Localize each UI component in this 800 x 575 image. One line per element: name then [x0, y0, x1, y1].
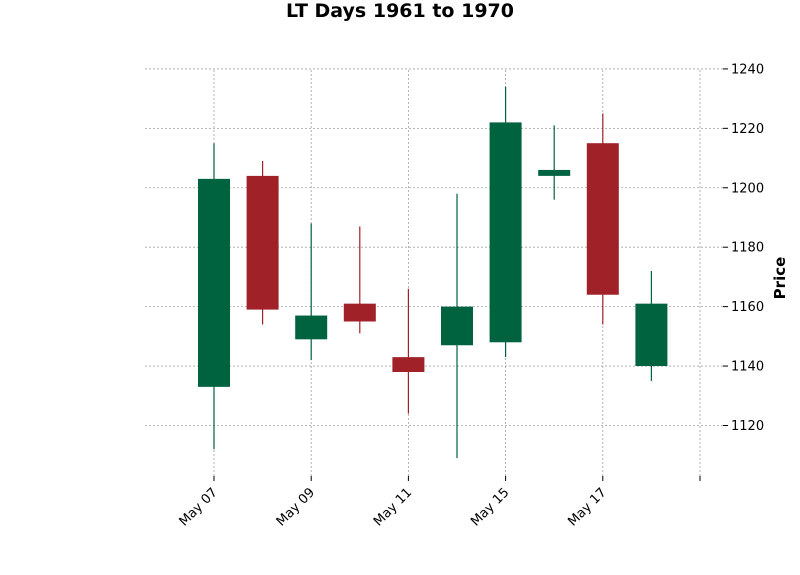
candle-down — [392, 288, 425, 414]
candle-body — [538, 169, 571, 176]
y-tick-label: 1220 — [731, 122, 764, 137]
candle-up — [441, 193, 473, 459]
candle-down — [246, 161, 279, 325]
y-tick-label: 1140 — [731, 360, 764, 375]
x-tick-label: May 11 — [371, 485, 415, 529]
candle-body — [198, 178, 230, 387]
y-tick-label: 1180 — [731, 241, 764, 256]
x-tick-label: May 07 — [177, 485, 221, 529]
y-tick-label: 1120 — [731, 419, 764, 434]
candle-up — [198, 143, 230, 450]
chart-title: LT Days 1961 to 1970 — [286, 0, 514, 22]
candle-down — [586, 113, 619, 325]
candle-body — [635, 303, 668, 367]
candle-up — [538, 125, 571, 200]
candle-body — [295, 315, 328, 340]
y-tick-label: 1240 — [731, 62, 764, 77]
y-axis-label: Price — [771, 257, 789, 300]
candles — [198, 86, 668, 459]
candle-down — [343, 226, 376, 334]
x-tick-label: May 09 — [274, 485, 318, 529]
x-tick-label: May 15 — [468, 485, 512, 529]
y-tick-label: 1200 — [731, 181, 764, 196]
y-axis: 1120 1140 1160 1180 1200 1220 1240 — [723, 62, 764, 434]
candle-body — [441, 306, 473, 346]
candle-up — [295, 223, 328, 361]
y-tick-label: 1160 — [731, 300, 764, 315]
x-tick-label: May 17 — [565, 485, 609, 529]
candle-up — [635, 270, 668, 381]
candle-body — [586, 143, 619, 295]
x-axis: May 07 May 09 May 11 May 15 May 17 — [177, 476, 701, 529]
candle-body — [246, 175, 279, 310]
candle-body — [392, 357, 425, 372]
candle-body — [343, 303, 376, 322]
candle-up — [489, 86, 522, 358]
grid-lines — [145, 68, 723, 476]
candle-body — [489, 122, 522, 343]
